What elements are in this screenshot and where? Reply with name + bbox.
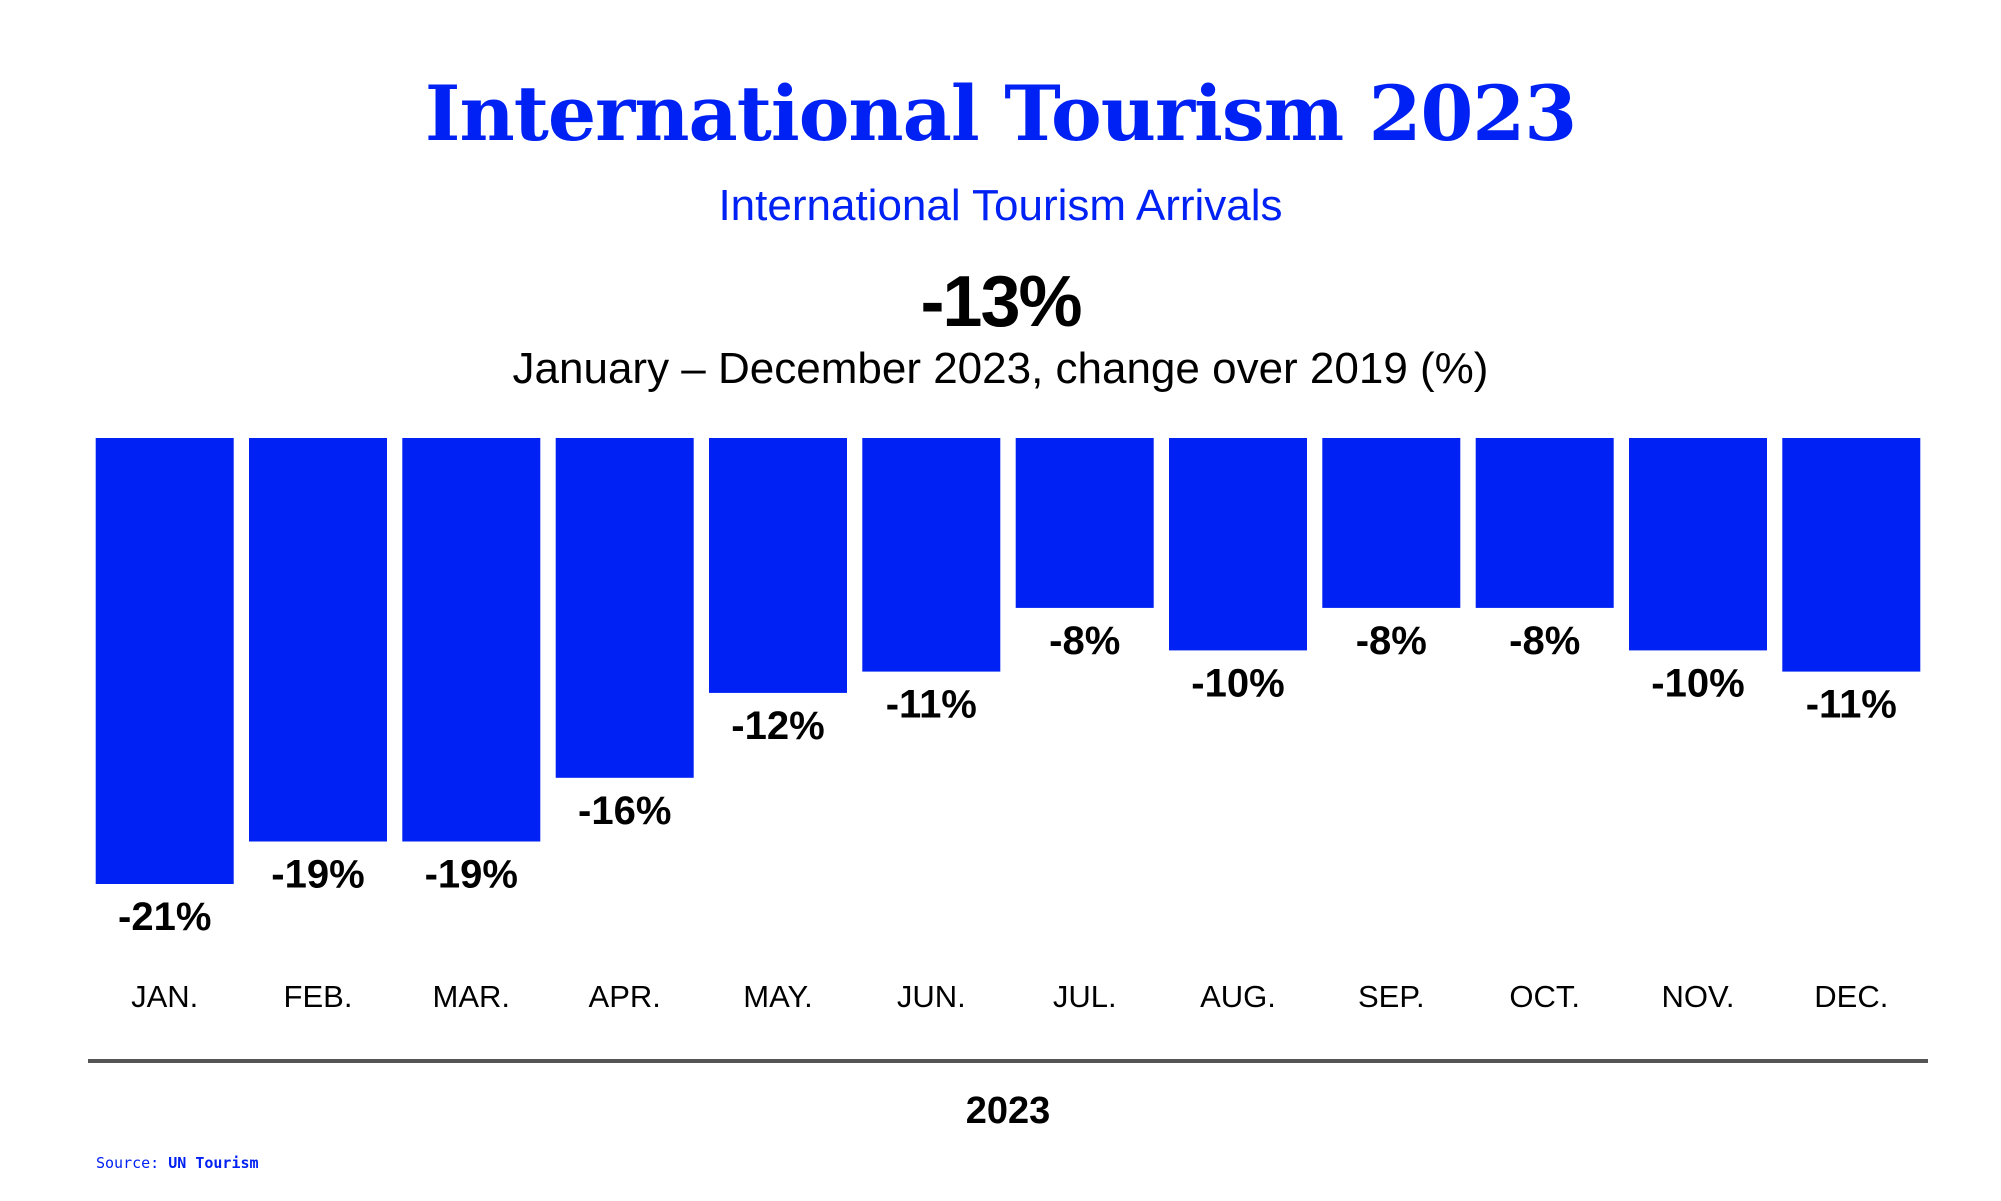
source-prefix: Source: [96, 1154, 160, 1172]
x-tick-label: AUG. [1200, 979, 1276, 1014]
bar-oct [1475, 438, 1614, 608]
bar-value-label: -8% [1049, 619, 1120, 663]
bar-value-label: -11% [886, 683, 977, 727]
x-tick-label: APR. [589, 979, 661, 1014]
bar-apr [555, 438, 694, 778]
bar-value-label: -21% [118, 895, 211, 939]
x-tick-label: OCT. [1509, 979, 1580, 1014]
bar-value-label: -8% [1509, 619, 1580, 663]
bar-value-label: -8% [1356, 619, 1427, 663]
bar-value-label: -19% [425, 853, 518, 897]
bar-value-label: -12% [731, 704, 824, 748]
bars-group [95, 438, 1921, 884]
bar-jul [1015, 438, 1154, 608]
bar-jan [95, 438, 234, 884]
bar-value-label: -10% [1191, 661, 1284, 705]
period-caption: January – December 2023, change over 201… [512, 344, 1489, 393]
category-labels: JAN. FEB. MAR. APR. MAY. JUN. JUL. AUG. SEP. OCT.… [131, 979, 1888, 1014]
headline-value: -13% [920, 262, 1082, 342]
bar-nov [1629, 438, 1767, 651]
source-name: UN Tourism [168, 1154, 259, 1172]
x-tick-label: DEC. [1814, 979, 1888, 1014]
x-tick-label: MAY. [743, 979, 813, 1014]
chart-subtitle: International Tourism Arrivals [718, 181, 1283, 230]
bar-sep [1322, 438, 1461, 608]
source-note: Source: UN Tourism [96, 1154, 259, 1172]
bar-jun [862, 438, 1001, 672]
x-axis-title: 2023 [966, 1090, 1051, 1132]
x-tick-label: JUL. [1053, 979, 1117, 1014]
bar-value-label: -16% [578, 789, 671, 833]
x-tick-label: SEP. [1358, 979, 1425, 1014]
bar-may [709, 438, 847, 693]
bar-aug [1169, 438, 1307, 651]
x-tick-label: NOV. [1662, 979, 1735, 1014]
bar-value-label: -10% [1651, 661, 1744, 705]
chart-title: International Tourism 2023 [424, 69, 1577, 158]
x-tick-label: JAN. [131, 979, 198, 1014]
bar-value-label: -11% [1806, 683, 1897, 727]
x-tick-label: FEB. [284, 979, 353, 1014]
bar-mar [402, 438, 541, 842]
bar-dec [1782, 438, 1921, 672]
bar-value-label: -19% [271, 853, 364, 897]
bar-value-labels: -21% -19% -19% -16% -12% -11% -8% -10% -8% -8% -10… [118, 619, 1897, 939]
x-tick-label: MAR. [433, 979, 511, 1014]
x-tick-label: JUN. [897, 979, 966, 1014]
bar-feb [249, 438, 387, 842]
